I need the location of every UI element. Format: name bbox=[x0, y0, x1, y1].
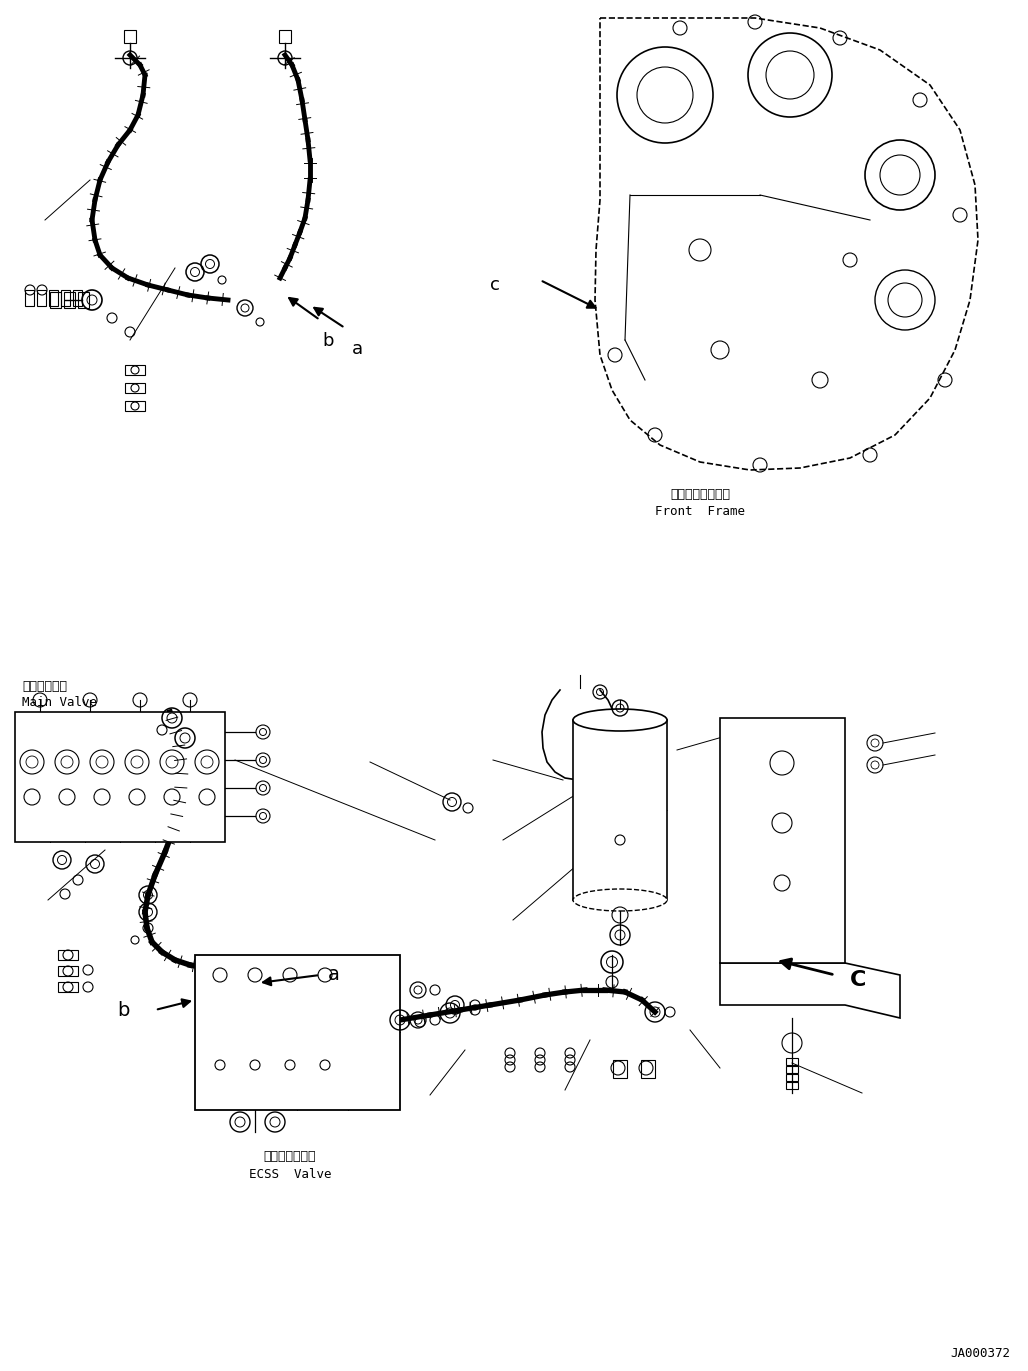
Bar bbox=[125, 383, 145, 393]
Bar bbox=[195, 956, 400, 1111]
Text: Front  Frame: Front Frame bbox=[655, 505, 745, 518]
Ellipse shape bbox=[573, 709, 667, 731]
Text: b: b bbox=[117, 1001, 130, 1020]
Bar bbox=[573, 720, 667, 899]
Bar bbox=[720, 718, 845, 962]
Bar bbox=[125, 365, 145, 376]
Bar bbox=[58, 967, 78, 976]
Ellipse shape bbox=[573, 888, 667, 910]
Bar bbox=[78, 292, 89, 308]
Bar bbox=[125, 400, 145, 411]
Text: C: C bbox=[850, 971, 867, 990]
Text: c: c bbox=[490, 276, 500, 293]
Text: a: a bbox=[328, 965, 340, 984]
Bar bbox=[124, 30, 136, 43]
Text: Main Valve: Main Valve bbox=[22, 696, 97, 709]
Bar bbox=[641, 1060, 655, 1078]
Text: JA000372: JA000372 bbox=[950, 1346, 1009, 1360]
Bar bbox=[786, 1073, 798, 1080]
Bar bbox=[786, 1058, 798, 1065]
Text: a: a bbox=[352, 340, 363, 358]
Text: ECSS  Valve: ECSS Valve bbox=[249, 1168, 331, 1180]
Bar bbox=[15, 712, 225, 842]
Text: ＥＣＳＳバルブ: ＥＣＳＳバルブ bbox=[264, 1150, 317, 1163]
Bar bbox=[25, 291, 34, 306]
Text: フロントフレーム: フロントフレーム bbox=[670, 488, 730, 500]
Bar bbox=[64, 292, 75, 308]
Text: メインバルブ: メインバルブ bbox=[22, 680, 67, 692]
Polygon shape bbox=[720, 962, 900, 1019]
Bar bbox=[50, 292, 61, 308]
Bar bbox=[279, 30, 291, 43]
Bar bbox=[613, 1060, 627, 1078]
Bar bbox=[786, 1067, 798, 1073]
Text: b: b bbox=[322, 332, 333, 350]
Bar bbox=[786, 1082, 798, 1089]
Bar bbox=[73, 291, 82, 306]
Bar bbox=[37, 291, 46, 306]
Bar bbox=[49, 291, 58, 306]
Bar bbox=[58, 950, 78, 960]
Bar bbox=[61, 291, 70, 306]
Bar bbox=[58, 982, 78, 993]
